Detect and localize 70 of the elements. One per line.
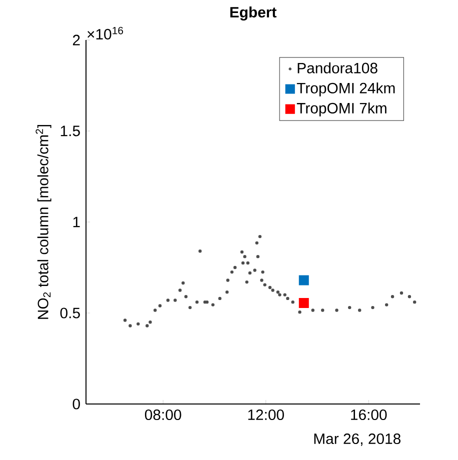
x-tick-label: 16:00: [351, 409, 387, 420]
y-tick-label: 0: [72, 398, 80, 410]
point: [298, 275, 309, 286]
point: [148, 320, 152, 324]
point: [246, 261, 250, 265]
point: [195, 300, 199, 304]
point: [408, 295, 412, 298]
point: [248, 271, 252, 275]
y-tick-label: 0.5: [60, 308, 80, 318]
x-tick-label: 08:00: [144, 409, 182, 420]
point: [226, 278, 230, 282]
y-axis-title: NO$_{2}$ total column [molec/cm$^{2}$]: [36, 124, 52, 319]
point: [128, 324, 132, 328]
point: [233, 266, 237, 270]
point: [260, 278, 264, 282]
point: [198, 250, 202, 253]
legend-label: TropOMI 24km: [296, 82, 395, 96]
point: [245, 280, 248, 284]
point: [298, 298, 309, 308]
y-tick-label: 2: [72, 34, 80, 46]
point: [298, 310, 302, 314]
point: [136, 322, 140, 326]
x-tick-label: 12:00: [248, 409, 284, 420]
point: [371, 306, 374, 310]
point: [311, 308, 314, 312]
point: [286, 296, 290, 300]
point: [255, 241, 258, 245]
point: [276, 290, 280, 294]
chart-title: Egbert: [230, 6, 276, 21]
point: [146, 324, 149, 328]
point: [253, 268, 256, 272]
point: [413, 300, 416, 304]
point: [278, 293, 282, 296]
point: [166, 298, 170, 302]
x-axis-title: Mar 26, 2018: [314, 433, 400, 446]
point: [348, 306, 352, 310]
point: [184, 295, 188, 298]
point: [240, 250, 244, 254]
point: [261, 270, 264, 274]
point: [158, 304, 162, 308]
point: [123, 318, 127, 322]
legend-label: TropOMI 7km: [296, 102, 386, 116]
legend-label: Pandora108: [298, 62, 378, 74]
point: [225, 290, 229, 294]
point: [258, 234, 262, 238]
point: [256, 254, 260, 258]
point: [335, 308, 338, 312]
point: [230, 270, 234, 274]
point: [283, 293, 286, 296]
point: [271, 288, 274, 292]
point: [211, 303, 215, 306]
point: [291, 300, 294, 304]
y-tick-label: 1.5: [60, 126, 80, 136]
point: [188, 306, 192, 310]
y-tick-label: 1: [73, 216, 80, 228]
point: [400, 291, 404, 295]
point: [218, 296, 222, 300]
point: [358, 308, 362, 312]
point: [321, 308, 324, 312]
text: ×10$^{16}$: [88, 26, 124, 40]
point: [182, 281, 185, 285]
point: [178, 288, 182, 292]
point: [241, 261, 245, 265]
point: [390, 295, 394, 298]
point: [268, 286, 272, 290]
point: [263, 283, 266, 286]
point: [243, 254, 246, 258]
point: [154, 308, 157, 312]
point: [174, 298, 177, 302]
point: [385, 303, 388, 306]
